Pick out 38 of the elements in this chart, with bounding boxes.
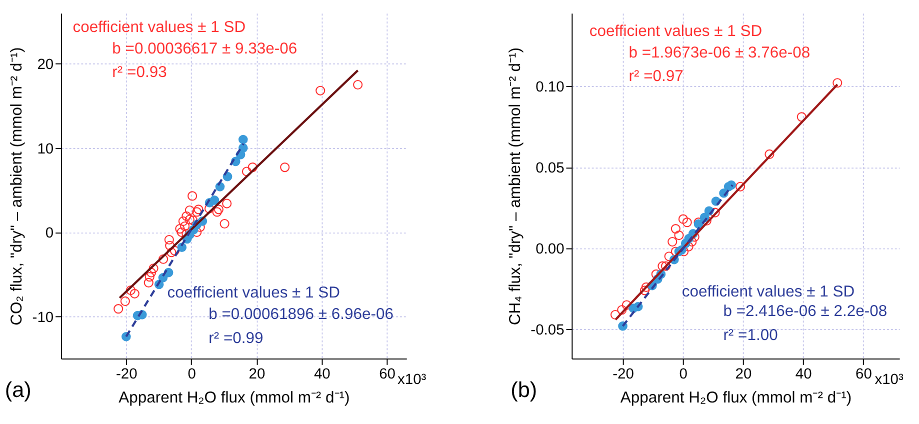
y-tick-label: -10: [32, 310, 54, 326]
x-tick-label: 40: [314, 366, 330, 383]
x-tick-label: 0: [679, 366, 688, 383]
x-tick-label: 20: [735, 366, 752, 383]
y-tick-label: 0: [45, 226, 54, 242]
annotation: coefficient values ± 1 SD: [682, 284, 855, 301]
y-axis-title: CO₂ flux, "dry" – ambient (mmol m⁻² d⁻¹): [8, 47, 26, 326]
annotation: coefficient values ± 1 SD: [589, 22, 762, 40]
annotation: coefficient values ± 1 SD: [72, 18, 246, 36]
annotation: r² =0.99: [208, 330, 264, 347]
annotation: coefficient values ± 1 SD: [167, 284, 340, 302]
x-tick-label: -20: [612, 366, 634, 383]
annotation: r² =0.97: [628, 68, 684, 86]
y-tick-label: -0.05: [530, 322, 564, 339]
text: (b): [510, 376, 538, 402]
annotation: b =2.416e-06 ± 2.2e-08: [723, 303, 888, 320]
text: x10³: [874, 372, 904, 388]
x-tick-label: -20: [116, 366, 138, 383]
annotation: b =0.00036617 ± 9.33e-06: [112, 40, 298, 58]
x-axis-title: Apparent H₂O flux (mmol m⁻² d⁻¹): [620, 389, 852, 406]
x-tick-label: 60: [379, 366, 396, 383]
annotation: r² =0.93: [112, 64, 168, 82]
y-tick-label: 0.10: [536, 80, 564, 96]
x-tick-label: 60: [856, 366, 872, 383]
text: (a): [4, 376, 32, 402]
y-tick-label: 10: [37, 141, 54, 158]
annotation: b =1.9673e-06 ± 3.76e-08: [628, 44, 810, 62]
text: x10³: [398, 372, 426, 388]
y-tick-label: 0.00: [536, 242, 564, 258]
x-tick-label: 0: [188, 366, 196, 383]
x-tick-label: 40: [795, 366, 812, 383]
x-axis-title: Apparent H₂O flux (mmol m⁻² d⁻¹): [118, 389, 350, 406]
y-tick-label: 0.05: [536, 160, 564, 177]
annotation: b =0.00061896 ± 6.96e-06: [208, 306, 394, 324]
y-tick-label: 20: [37, 57, 54, 74]
annotation: r² =1.00: [723, 326, 778, 344]
x-tick-label: 20: [248, 366, 266, 383]
y-axis-title: CH₄ flux, "dry" – ambient (mmol m⁻² d⁻¹): [506, 48, 524, 326]
